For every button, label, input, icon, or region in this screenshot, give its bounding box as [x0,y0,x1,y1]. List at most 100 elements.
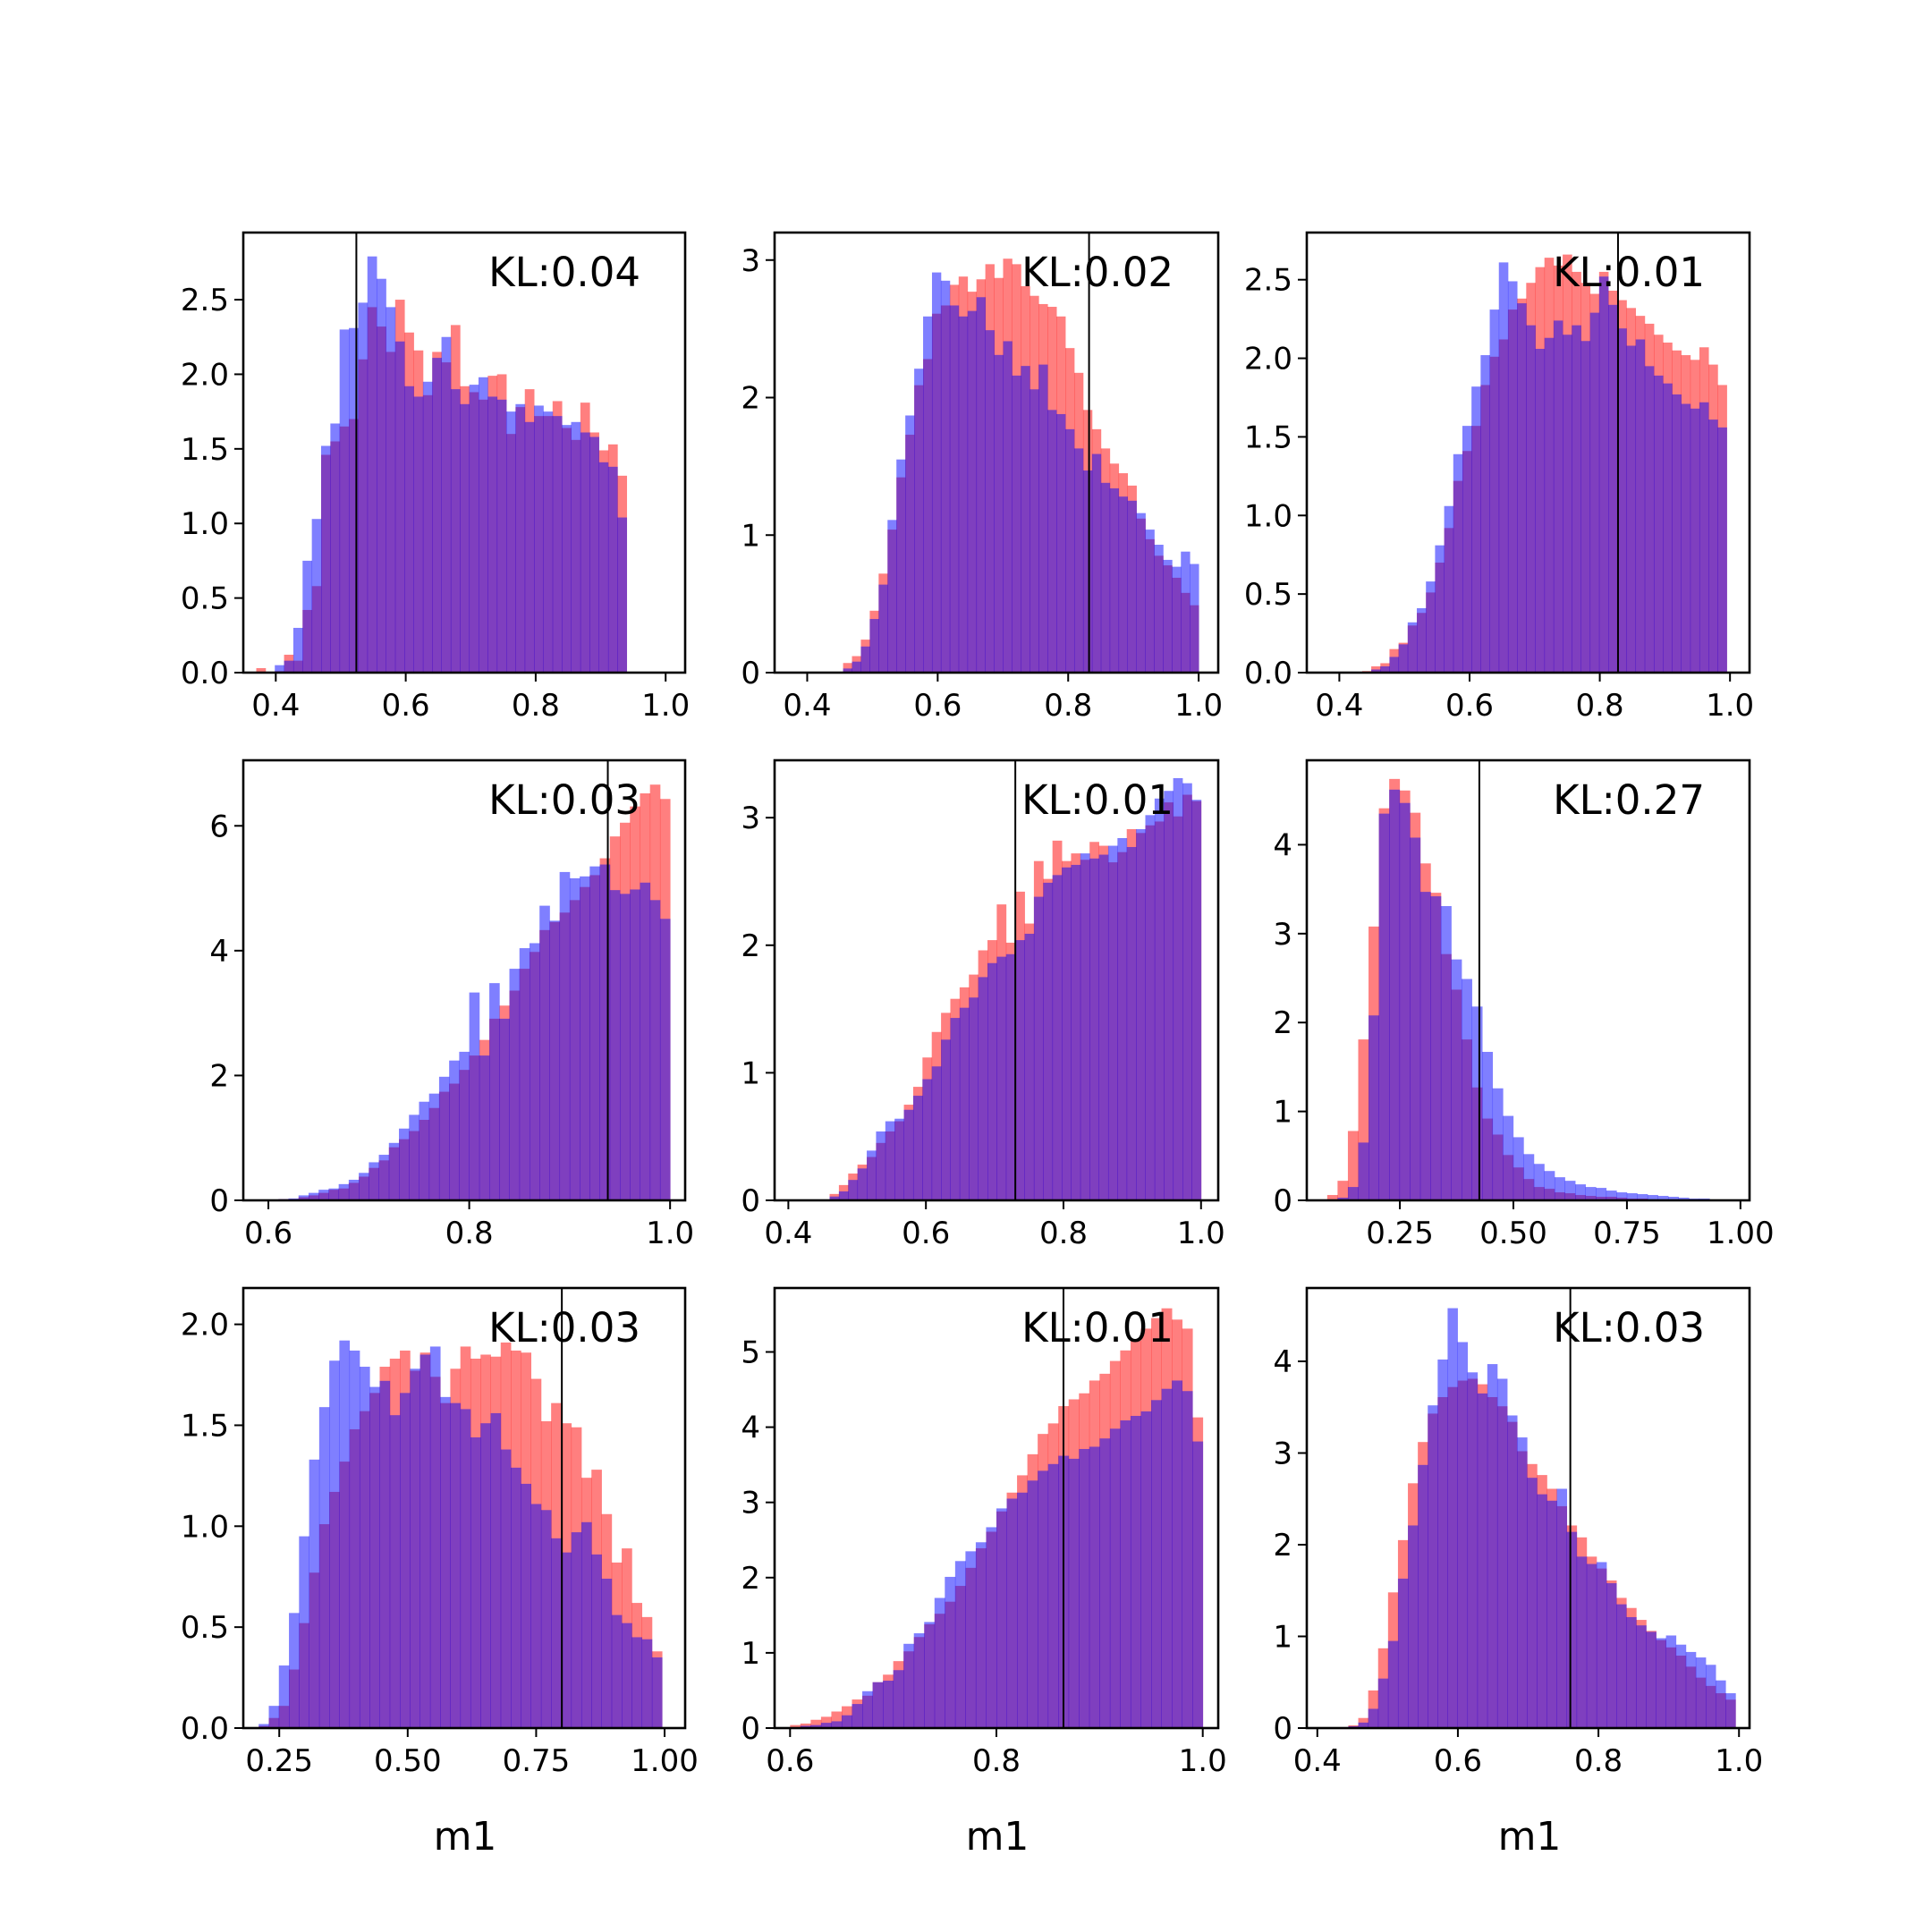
blue-histogram-bar [1636,1625,1647,1728]
blue-histogram-bar [810,1724,822,1728]
blue-histogram-bar [413,396,424,673]
x-tick-label: 0.6 [902,1216,950,1251]
blue-histogram-bar [268,1706,280,1728]
blue-histogram-bar [1408,1525,1419,1728]
y-tick-label: 1.5 [181,1408,229,1444]
blue-histogram-bar [1451,959,1462,1200]
y-tick-label: 2.5 [181,283,229,318]
blue-histogram-bar [1378,813,1390,1200]
blue-histogram-bar [1725,1693,1736,1728]
blue-histogram-bar [931,1066,942,1200]
blue-histogram-bar [1647,1195,1658,1200]
blue-histogram-bar [862,1690,873,1728]
blue-histogram-bar [1398,644,1409,673]
blue-histogram-bar [469,992,480,1200]
kl-annotation: KL:0.03 [488,1304,640,1352]
blue-histogram-bar [1140,1411,1152,1728]
blue-histogram-bar [1410,837,1421,1200]
x-tick-label: 0.25 [1366,1216,1434,1251]
panels-layer: 0.4 0.6 0.8 1.00.00.51.01.52.02.5KL:0.040.4… [181,231,1775,1779]
x-tick-label: 0.50 [1479,1216,1547,1251]
blue-histogram-bar [1024,933,1035,1200]
blue-histogram-bar [1690,408,1700,673]
blue-histogram-bar [530,1504,542,1728]
blue-histogram-bar [320,445,331,673]
blue-histogram-bar [1172,1380,1183,1728]
blue-histogram-bar [1154,798,1165,1200]
blue-histogram-bar [1616,1604,1627,1728]
blue-histogram-bar [1537,1494,1547,1728]
kl-annotation: KL:0.01 [1553,249,1705,296]
red-histogram-bar [843,663,852,673]
y-tick-label: 2.0 [181,357,229,393]
blue-histogram-bar [1635,339,1646,673]
axes-frame [242,231,687,674]
blue-histogram-bar [1672,394,1682,673]
y-tick-label: 4 [1273,827,1292,863]
blue-histogram-bar [511,1467,521,1728]
blue-histogram-bar [432,358,442,673]
blue-histogram-bar [1130,1415,1141,1728]
blue-histogram-bar [1145,530,1155,673]
blue-histogram-bar [659,919,671,1200]
blue-histogram-bar [450,1402,462,1728]
blue-histogram-bar [460,403,470,673]
y-tick-label: 0.0 [1244,656,1292,691]
y-tick-label: 0 [1273,1711,1292,1747]
blue-histogram-bar [1708,419,1718,673]
y-tick-label: 3 [741,243,760,279]
blue-histogram-bar [1065,428,1075,673]
blue-histogram-bar [1091,453,1102,673]
x-tick-label: 0.8 [1044,688,1092,724]
blue-histogram-bar [549,920,561,1200]
blue-histogram-bar [852,661,861,673]
kl-annotation: KL:0.03 [1553,1304,1705,1352]
blue-histogram-bar [1145,815,1156,1200]
blue-histogram-bar [308,1192,319,1200]
blue-histogram-bar [959,1007,970,1200]
blue-histogram-bar [1021,366,1030,673]
blue-histogram-bar [1626,1616,1637,1728]
blue-histogram-bar [1553,320,1563,673]
blue-histogram-bar [1556,1488,1568,1728]
blue-histogram-bar [1038,1470,1049,1728]
blue-histogram-bar [1675,1644,1687,1728]
blue-histogram-bar [1182,1391,1193,1728]
blue-histogram-bar [1337,1198,1349,1200]
blue-histogram-bar [1109,1428,1121,1728]
y-tick-label: 4 [741,1411,760,1446]
blue-histogram-bar [410,1368,420,1728]
x-tick-label: 0.8 [512,688,560,724]
y-tick-label: 1.0 [1244,498,1292,534]
blue-histogram-bar [1164,791,1174,1200]
blue-histogram-bar [1564,1181,1576,1200]
blue-histogram-bar [1617,328,1627,673]
blue-histogram-bar [1389,789,1401,1200]
blue-histogram-bar [1667,1197,1679,1200]
y-tick-label: 0.0 [181,656,229,691]
blue-histogram-bar [1598,276,1609,673]
blue-histogram-bar [540,1510,552,1728]
blue-histogram-bar [978,977,988,1200]
blue-histogram-bar [838,1191,849,1200]
blue-histogram-bar [500,1449,512,1728]
plot-area [843,233,1199,673]
blue-histogram-bar [599,864,611,1200]
blue-histogram-bar [1517,1437,1528,1728]
y-tick-label: 1 [741,1055,760,1091]
blue-histogram-bar [1192,1441,1204,1728]
axes-frame [1305,758,1751,1202]
y-tick-label: 5 [741,1335,760,1370]
red-histogram-bar [831,1711,843,1728]
blue-histogram-bar [580,876,590,1200]
blue-histogram-bar [1498,262,1509,673]
blue-histogram-bar [1554,1177,1565,1200]
blue-histogram-bar [923,316,933,673]
blue-histogram-bar [1118,496,1129,673]
blue-histogram-bar [470,1437,481,1728]
blue-histogram-bar [479,1055,490,1200]
y-tick-label: 2 [209,1058,229,1094]
blue-histogram-bar [852,1704,863,1728]
blue-histogram-bar [631,1637,643,1728]
blue-histogram-bar [478,377,488,673]
